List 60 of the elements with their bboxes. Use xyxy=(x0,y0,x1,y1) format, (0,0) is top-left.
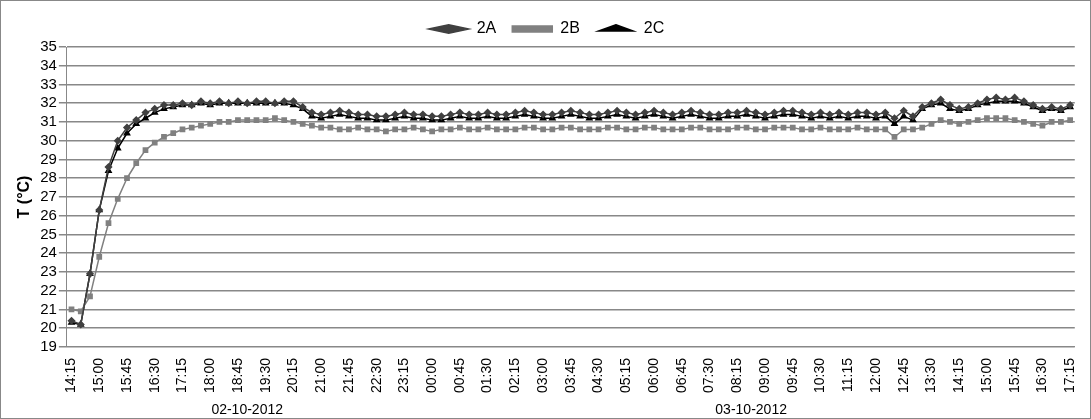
x-tick-label: 17:15 xyxy=(1061,357,1078,394)
y-tick-label: 20 xyxy=(40,318,57,336)
x-tick-label: 03:45 xyxy=(561,357,578,394)
x-tick-label: 03:00 xyxy=(533,357,550,394)
x-tick-label: 12:00 xyxy=(866,357,883,394)
x-tick-label: 21:45 xyxy=(339,357,356,394)
x-tick-label: 18:45 xyxy=(228,357,245,394)
x-tick-label: 18:00 xyxy=(201,357,218,394)
y-tick-label: 28 xyxy=(40,168,57,186)
x-tick-label: 12:45 xyxy=(894,357,911,394)
x-tick-label: 13:30 xyxy=(922,357,939,394)
y-tick-label: 19 xyxy=(40,337,57,355)
x-tick-label: 14:15 xyxy=(62,357,79,394)
x-tick-label: 21:00 xyxy=(312,357,329,394)
x-tick-label: 11:15 xyxy=(839,357,856,392)
x-tick-label: 00:45 xyxy=(450,357,467,394)
x-tick-label: 00:00 xyxy=(422,357,439,394)
y-tick-label: 23 xyxy=(40,262,57,280)
x-tick-label: 22:30 xyxy=(367,357,384,394)
y-tick-label: 32 xyxy=(40,93,57,111)
y-tick-label: 21 xyxy=(40,299,57,317)
x-tick-label: 15:00 xyxy=(977,357,994,394)
y-tick-label: 22 xyxy=(40,280,57,298)
text: 02-10-2012 xyxy=(211,401,284,417)
x-tick-label: 06:45 xyxy=(672,357,689,394)
x-tick-label: 07:30 xyxy=(700,357,717,394)
x-tick-label: 20:15 xyxy=(284,357,301,394)
x-tick-label: 02:15 xyxy=(506,357,523,394)
x-tick-label: 06:00 xyxy=(644,357,661,394)
x-tick-label: 23:15 xyxy=(395,357,412,394)
y-tick-label: 25 xyxy=(40,224,57,242)
y-tick-label: 26 xyxy=(40,205,57,223)
x-tick-label: 01:30 xyxy=(478,357,495,394)
x-tick-label: 04:30 xyxy=(589,357,606,394)
y-tick-label: 35 xyxy=(40,37,57,55)
text: 03-10-2012 xyxy=(715,401,788,417)
y-tick-label: 31 xyxy=(40,112,57,130)
x-tick-label: 19:30 xyxy=(256,357,273,394)
x-tick-label: 14:15 xyxy=(950,357,967,394)
x-tick-label: 09:00 xyxy=(755,357,772,394)
x-tick-label: 10:30 xyxy=(811,357,828,394)
x-tick-label: 16:30 xyxy=(145,357,162,394)
x-tick-label: 05:15 xyxy=(617,357,634,394)
y-tick-label: 24 xyxy=(40,243,57,261)
y-axis-title: T (°C) xyxy=(15,175,33,219)
legend-label: 2B xyxy=(560,19,580,37)
legend-label: 2C xyxy=(643,19,665,37)
x-tick-label: 15:00 xyxy=(90,357,107,394)
x-tick-label: 15:45 xyxy=(117,357,134,394)
y-tick-label: 27 xyxy=(40,187,57,205)
x-tick-label: 08:15 xyxy=(728,357,745,394)
y-tick-label: 33 xyxy=(40,74,57,92)
x-tick-label: 16:30 xyxy=(1033,357,1050,394)
legend-label: 2A xyxy=(476,19,497,37)
y-tick-label: 30 xyxy=(40,130,57,148)
x-tick-label: 09:45 xyxy=(783,357,800,394)
y-tick-label: 34 xyxy=(40,55,57,73)
x-tick-label: 17:15 xyxy=(173,357,190,394)
y-tick-label: 29 xyxy=(40,149,57,167)
x-tick-label: 15:45 xyxy=(1005,357,1022,394)
